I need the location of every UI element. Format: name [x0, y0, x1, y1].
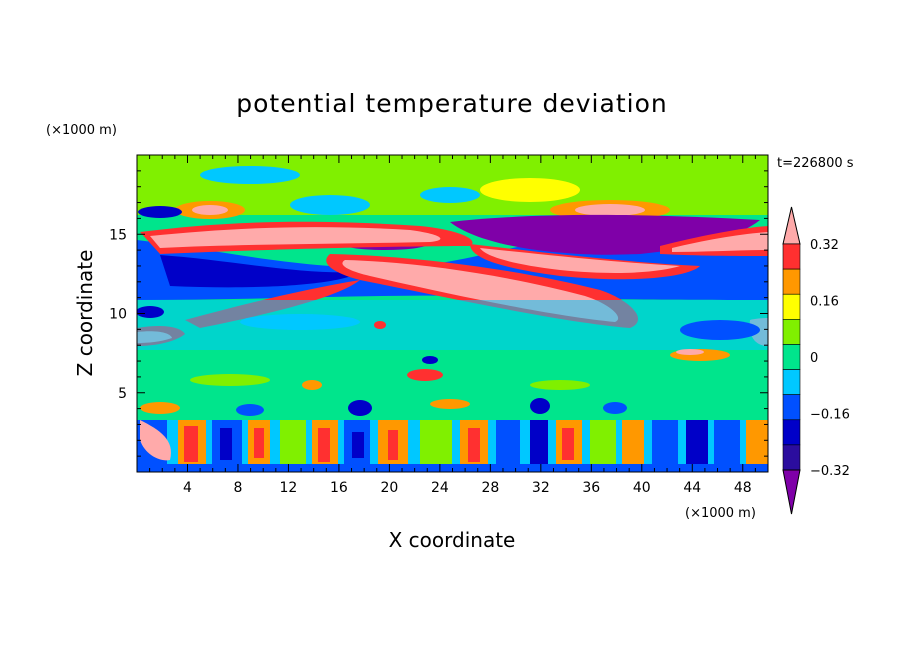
anomaly: [407, 369, 443, 381]
y-tick-label: 10: [109, 307, 127, 323]
plume: [140, 420, 171, 461]
plume: [652, 420, 678, 470]
plume: [420, 420, 452, 470]
x-tick-label: 12: [280, 480, 298, 496]
colorbar-segment: [782, 293, 801, 320]
colorbar-segment: [782, 369, 801, 395]
warm-streak: [672, 232, 768, 252]
colorbar-segment: [782, 268, 801, 295]
x-tick-label: 28: [481, 480, 499, 496]
plume: [590, 420, 616, 470]
cold-patch: [200, 166, 300, 184]
colorbar-segment: [782, 243, 801, 270]
x-tick-label: 16: [330, 480, 348, 496]
boundary-patch: [430, 399, 470, 409]
cold-patch: [290, 195, 370, 215]
anomaly: [302, 380, 322, 390]
plume: [496, 420, 520, 470]
x-tick-label: 36: [582, 480, 600, 496]
colorbar: 0.32 0.16 0 −0.16 −0.32: [782, 206, 850, 515]
y-unit-label: (×1000 m): [46, 123, 117, 138]
colorbar-segment: [782, 319, 801, 345]
cold-patch: [680, 320, 760, 340]
heatmap-field: [137, 155, 768, 472]
x-axis: 4 8 12 16 20 24 28 32 36 40 44 48: [149, 155, 756, 496]
colorbar-tick-label: −0.32: [810, 464, 850, 479]
x-tick-label: 32: [532, 480, 550, 496]
x-tick-label: 40: [633, 480, 651, 496]
warm-patch: [575, 204, 645, 216]
plume: [562, 428, 574, 460]
plume: [352, 432, 364, 458]
cold-layer: [160, 255, 360, 288]
plume: [714, 420, 740, 470]
plume: [746, 420, 768, 470]
anomaly: [422, 356, 438, 364]
chart-title: potential temperature deviation: [236, 89, 667, 118]
y-axis-label: Z coordinate: [73, 250, 97, 377]
x-unit-label: (×1000 m): [685, 506, 756, 521]
time-label: t=226800 s: [777, 156, 854, 171]
warm-streak: [480, 248, 680, 273]
anomaly: [190, 374, 270, 386]
y-tick-label: 15: [109, 227, 127, 243]
boundary-patch: [348, 400, 372, 416]
plume: [184, 426, 198, 462]
plume: [254, 428, 264, 458]
colorbar-tick-label: −0.16: [810, 408, 850, 423]
warm-streak: [150, 227, 441, 248]
cold-patch: [138, 206, 182, 218]
plume: [388, 430, 398, 460]
colorbar-tick-label: 0.32: [810, 238, 839, 253]
boundary-patch: [603, 402, 627, 414]
x-tick-label: 8: [233, 480, 242, 496]
anomaly: [530, 380, 590, 390]
plume: [622, 420, 644, 470]
cold-patch: [137, 306, 164, 318]
colorbar-tick-label: 0: [810, 351, 818, 366]
warm-patch: [480, 178, 580, 202]
anomaly: [676, 349, 704, 355]
y-axis: 5 10 15: [109, 170, 768, 457]
x-tick-label: 44: [683, 480, 701, 496]
upper-green-region: [137, 155, 768, 215]
x-tick-label: 20: [380, 480, 398, 496]
x-tick-label: 48: [734, 480, 752, 496]
warm-patch: [192, 205, 228, 215]
colorbar-tick-label: 0.16: [810, 295, 839, 310]
boundary-patch: [140, 402, 180, 414]
y-tick-label: 5: [118, 386, 127, 402]
cold-patch: [240, 314, 360, 330]
convective-plumes: [137, 420, 768, 470]
colorbar-extend-bottom: [782, 469, 801, 515]
boundary-patch: [236, 404, 264, 416]
plume: [318, 428, 330, 462]
plume: [220, 428, 232, 460]
colorbar-segment: [782, 444, 801, 471]
cold-patch: [420, 187, 480, 203]
x-axis-label: X coordinate: [389, 528, 516, 552]
plume: [686, 420, 708, 470]
plume: [468, 428, 480, 462]
mid-layer: [137, 300, 768, 350]
plume: [280, 420, 306, 470]
colorbar-extend-top: [782, 206, 801, 245]
anomaly: [374, 321, 386, 329]
colorbar-segment: [782, 344, 801, 370]
colorbar-segment: [782, 419, 801, 446]
x-tick-label: 4: [183, 480, 192, 496]
boundary-patch: [530, 398, 550, 414]
x-tick-label: 24: [431, 480, 449, 496]
plume: [530, 420, 548, 470]
colorbar-segment: [782, 394, 801, 421]
